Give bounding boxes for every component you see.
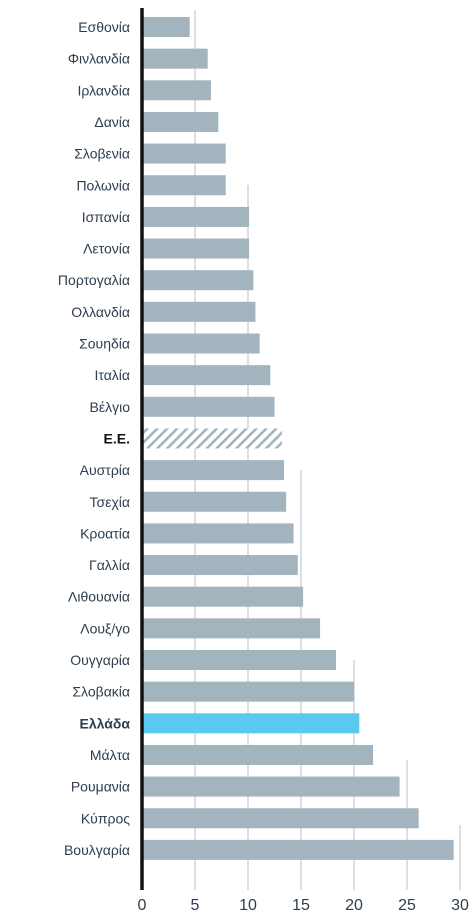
category-label-σλοβενία: Σλοβενία [74,146,130,162]
x-tick-label-30: 30 [451,897,469,914]
bar-ιρλανδία [142,80,211,101]
bar-κροατία [142,523,294,544]
x-tick-label-25: 25 [398,897,416,914]
bar-λουξ-γο [142,618,321,639]
category-label-πορτογαλία: Πορτογαλία [58,272,130,288]
x-tick-label-20: 20 [345,897,363,914]
x-tick-label-0: 0 [138,897,147,914]
category-label-φινλανδία: Φινλανδία [68,51,130,67]
category-label-πολωνία: Πολωνία [76,177,130,193]
category-label-μάλτα: Μάλτα [90,747,130,763]
bar-ρουμανία [142,776,400,797]
category-label-λιθουανία: Λιθουανία [68,589,130,605]
category-label-ρουμανία: Ρουμανία [71,779,130,795]
bar-πολωνία [142,175,226,196]
bar-ολλανδία [142,301,256,322]
bar-ισπανία [142,206,250,227]
bar-γαλλία [142,555,298,576]
category-label-εσθονία: Εσθονία [78,19,130,35]
bar-τσεχία [142,491,287,512]
x-tick-label-5: 5 [191,897,200,914]
bar-ε-ε [142,428,282,449]
bar-δανία [142,111,219,132]
category-label-σλοβακία: Σλοβακία [72,684,130,700]
bar-βέλγιο [142,396,275,417]
bar-φινλανδία [142,48,208,69]
category-label-ε-ε: Ε.Ε. [104,430,130,446]
bar-ελλάδα [142,713,360,734]
bar-λετονία [142,238,250,259]
bars-group [142,17,454,860]
bar-λιθουανία [142,586,304,607]
category-label-κροατία: Κροατία [80,525,130,541]
category-label-λουξ-γο: Λουξ/γο [80,620,130,636]
category-label-ιταλία: Ιταλία [94,367,130,383]
category-label-βέλγιο: Βέλγιο [90,399,131,415]
category-label-ιρλανδία: Ιρλανδία [78,82,130,98]
category-label-γαλλία: Γαλλία [89,557,130,573]
bar-βουλγαρία [142,839,454,860]
category-label-ισπανία: Ισπανία [82,209,130,225]
bar-κύπρος [142,808,419,829]
category-label-κύπρος: Κύπρος [81,810,130,826]
category-label-δανία: Δανία [94,114,130,130]
category-label-ουγγαρία: Ουγγαρία [70,652,130,668]
x-axis: 0 5 10 15 20 25 30 [138,897,469,914]
bar-ιταλία [142,365,271,386]
bar-μάλτα [142,744,374,765]
category-label-λετονία: Λετονία [83,241,130,257]
category-label-τσεχία: Τσεχία [90,494,130,510]
x-tick-label-10: 10 [239,897,257,914]
bar-πορτογαλία [142,270,254,291]
category-label-αυστρία: Αυστρία [80,462,130,478]
category-label-ολλανδία: Ολλανδία [71,304,130,320]
category-label-ελλάδα: Ελλάδα [80,715,131,731]
category-label-σουηδία: Σουηδία [79,336,130,352]
x-tick-label-15: 15 [292,897,310,914]
bar-σλοβακία [142,681,354,702]
bar-ουγγαρία [142,650,336,670]
bar-σλοβενία [142,143,226,164]
category-labels: Εσθονία Φινλανδία Ιρλανδία Δανία Σλοβενία Πολ… [58,19,130,858]
category-label-βουλγαρία: Βουλγαρία [64,842,130,858]
bar-εσθονία [142,17,190,37]
bar-αυστρία [142,460,285,481]
bar-σουηδία [142,333,260,354]
